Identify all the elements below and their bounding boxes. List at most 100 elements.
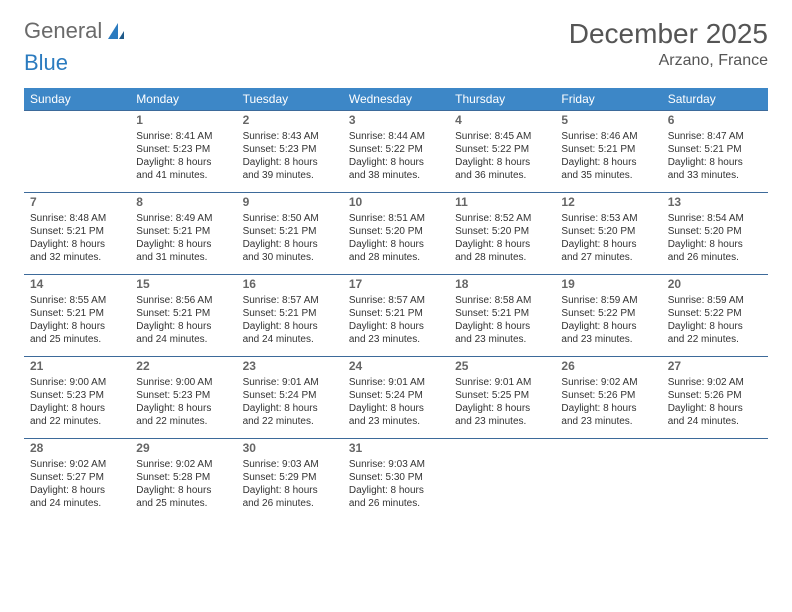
sunrise-text: Sunrise: 9:01 AM [455, 376, 549, 389]
sunset-text: Sunset: 5:21 PM [243, 225, 337, 238]
daylight-text: and 26 minutes. [349, 497, 443, 510]
sunset-text: Sunset: 5:21 PM [30, 307, 124, 320]
sunrise-text: Sunrise: 8:56 AM [136, 294, 230, 307]
daylight-text: and 22 minutes. [668, 333, 762, 346]
sunset-text: Sunset: 5:23 PM [136, 143, 230, 156]
day-number: 18 [455, 277, 549, 293]
daylight-text: and 30 minutes. [243, 251, 337, 264]
daylight-text: Daylight: 8 hours [349, 484, 443, 497]
calendar-day-cell: 29Sunrise: 9:02 AMSunset: 5:28 PMDayligh… [130, 439, 236, 521]
daylight-text: and 24 minutes. [30, 497, 124, 510]
day-number: 6 [668, 113, 762, 129]
calendar-day-cell: 28Sunrise: 9:02 AMSunset: 5:27 PMDayligh… [24, 439, 130, 521]
sunset-text: Sunset: 5:20 PM [561, 225, 655, 238]
day-number: 19 [561, 277, 655, 293]
daylight-text: and 24 minutes. [668, 415, 762, 428]
daylight-text: and 41 minutes. [136, 169, 230, 182]
daylight-text: and 36 minutes. [455, 169, 549, 182]
sunset-text: Sunset: 5:24 PM [349, 389, 443, 402]
daylight-text: Daylight: 8 hours [243, 238, 337, 251]
daylight-text: and 22 minutes. [30, 415, 124, 428]
daylight-text: Daylight: 8 hours [561, 320, 655, 333]
sunset-text: Sunset: 5:22 PM [668, 307, 762, 320]
sunset-text: Sunset: 5:21 PM [668, 143, 762, 156]
daylight-text: Daylight: 8 hours [243, 402, 337, 415]
sunset-text: Sunset: 5:22 PM [455, 143, 549, 156]
calendar-day-cell: 21Sunrise: 9:00 AMSunset: 5:23 PMDayligh… [24, 357, 130, 439]
daylight-text: and 24 minutes. [136, 333, 230, 346]
day-number: 11 [455, 195, 549, 211]
daylight-text: Daylight: 8 hours [243, 320, 337, 333]
daylight-text: and 23 minutes. [561, 415, 655, 428]
sunrise-text: Sunrise: 8:51 AM [349, 212, 443, 225]
sunrise-text: Sunrise: 8:54 AM [668, 212, 762, 225]
day-number: 28 [30, 441, 124, 457]
sunrise-text: Sunrise: 8:43 AM [243, 130, 337, 143]
day-number: 30 [243, 441, 337, 457]
sunrise-text: Sunrise: 8:58 AM [455, 294, 549, 307]
sunrise-text: Sunrise: 8:48 AM [30, 212, 124, 225]
day-number: 7 [30, 195, 124, 211]
daylight-text: Daylight: 8 hours [349, 238, 443, 251]
sunrise-text: Sunrise: 8:47 AM [668, 130, 762, 143]
day-number: 10 [349, 195, 443, 211]
day-number: 26 [561, 359, 655, 375]
calendar-day-cell: 30Sunrise: 9:03 AMSunset: 5:29 PMDayligh… [237, 439, 343, 521]
daylight-text: Daylight: 8 hours [136, 402, 230, 415]
calendar-day-cell: 20Sunrise: 8:59 AMSunset: 5:22 PMDayligh… [662, 275, 768, 357]
calendar-week-row: 1Sunrise: 8:41 AMSunset: 5:23 PMDaylight… [24, 111, 768, 193]
weekday-header: Wednesday [343, 88, 449, 111]
calendar-week-row: 14Sunrise: 8:55 AMSunset: 5:21 PMDayligh… [24, 275, 768, 357]
daylight-text: and 25 minutes. [30, 333, 124, 346]
calendar-day-cell: 31Sunrise: 9:03 AMSunset: 5:30 PMDayligh… [343, 439, 449, 521]
calendar-day-cell: 2Sunrise: 8:43 AMSunset: 5:23 PMDaylight… [237, 111, 343, 193]
day-number: 3 [349, 113, 443, 129]
sunrise-text: Sunrise: 8:41 AM [136, 130, 230, 143]
sunset-text: Sunset: 5:23 PM [243, 143, 337, 156]
sunset-text: Sunset: 5:22 PM [349, 143, 443, 156]
daylight-text: and 23 minutes. [349, 415, 443, 428]
calendar-day-cell: 23Sunrise: 9:01 AMSunset: 5:24 PMDayligh… [237, 357, 343, 439]
day-number: 4 [455, 113, 549, 129]
calendar-day-cell [449, 439, 555, 521]
sunrise-text: Sunrise: 8:52 AM [455, 212, 549, 225]
daylight-text: and 26 minutes. [243, 497, 337, 510]
weekday-header: Monday [130, 88, 236, 111]
daylight-text: and 32 minutes. [30, 251, 124, 264]
sunrise-text: Sunrise: 8:59 AM [668, 294, 762, 307]
sunset-text: Sunset: 5:23 PM [136, 389, 230, 402]
weekday-header: Friday [555, 88, 661, 111]
sunset-text: Sunset: 5:27 PM [30, 471, 124, 484]
sunset-text: Sunset: 5:23 PM [30, 389, 124, 402]
logo: General [24, 18, 128, 44]
daylight-text: and 23 minutes. [561, 333, 655, 346]
day-number: 9 [243, 195, 337, 211]
daylight-text: Daylight: 8 hours [349, 320, 443, 333]
daylight-text: Daylight: 8 hours [243, 156, 337, 169]
sunset-text: Sunset: 5:21 PM [136, 225, 230, 238]
day-number: 15 [136, 277, 230, 293]
day-number: 29 [136, 441, 230, 457]
calendar-day-cell: 27Sunrise: 9:02 AMSunset: 5:26 PMDayligh… [662, 357, 768, 439]
day-number: 25 [455, 359, 549, 375]
calendar-day-cell: 6Sunrise: 8:47 AMSunset: 5:21 PMDaylight… [662, 111, 768, 193]
sunset-text: Sunset: 5:21 PM [243, 307, 337, 320]
sunrise-text: Sunrise: 9:00 AM [30, 376, 124, 389]
daylight-text: Daylight: 8 hours [561, 238, 655, 251]
sunrise-text: Sunrise: 8:46 AM [561, 130, 655, 143]
daylight-text: and 39 minutes. [243, 169, 337, 182]
calendar-week-row: 21Sunrise: 9:00 AMSunset: 5:23 PMDayligh… [24, 357, 768, 439]
calendar-day-cell: 5Sunrise: 8:46 AMSunset: 5:21 PMDaylight… [555, 111, 661, 193]
day-number: 14 [30, 277, 124, 293]
calendar-day-cell: 17Sunrise: 8:57 AMSunset: 5:21 PMDayligh… [343, 275, 449, 357]
day-number: 12 [561, 195, 655, 211]
calendar-day-cell: 12Sunrise: 8:53 AMSunset: 5:20 PMDayligh… [555, 193, 661, 275]
daylight-text: and 24 minutes. [243, 333, 337, 346]
day-number: 16 [243, 277, 337, 293]
calendar-day-cell [662, 439, 768, 521]
sunrise-text: Sunrise: 8:50 AM [243, 212, 337, 225]
logo-text-blue: Blue [24, 50, 768, 76]
daylight-text: Daylight: 8 hours [668, 402, 762, 415]
sunrise-text: Sunrise: 9:02 AM [561, 376, 655, 389]
daylight-text: and 23 minutes. [349, 333, 443, 346]
